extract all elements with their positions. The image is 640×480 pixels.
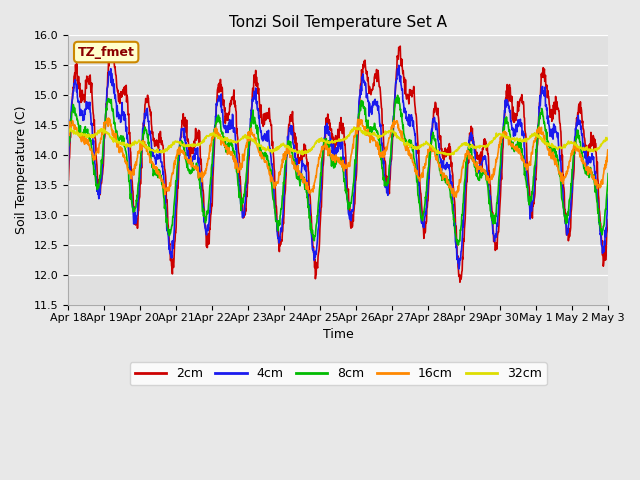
Y-axis label: Soil Temperature (C): Soil Temperature (C) <box>15 106 28 234</box>
Legend: 2cm, 4cm, 8cm, 16cm, 32cm: 2cm, 4cm, 8cm, 16cm, 32cm <box>129 362 547 385</box>
Text: TZ_fmet: TZ_fmet <box>77 46 134 59</box>
X-axis label: Time: Time <box>323 328 353 341</box>
Title: Tonzi Soil Temperature Set A: Tonzi Soil Temperature Set A <box>229 15 447 30</box>
